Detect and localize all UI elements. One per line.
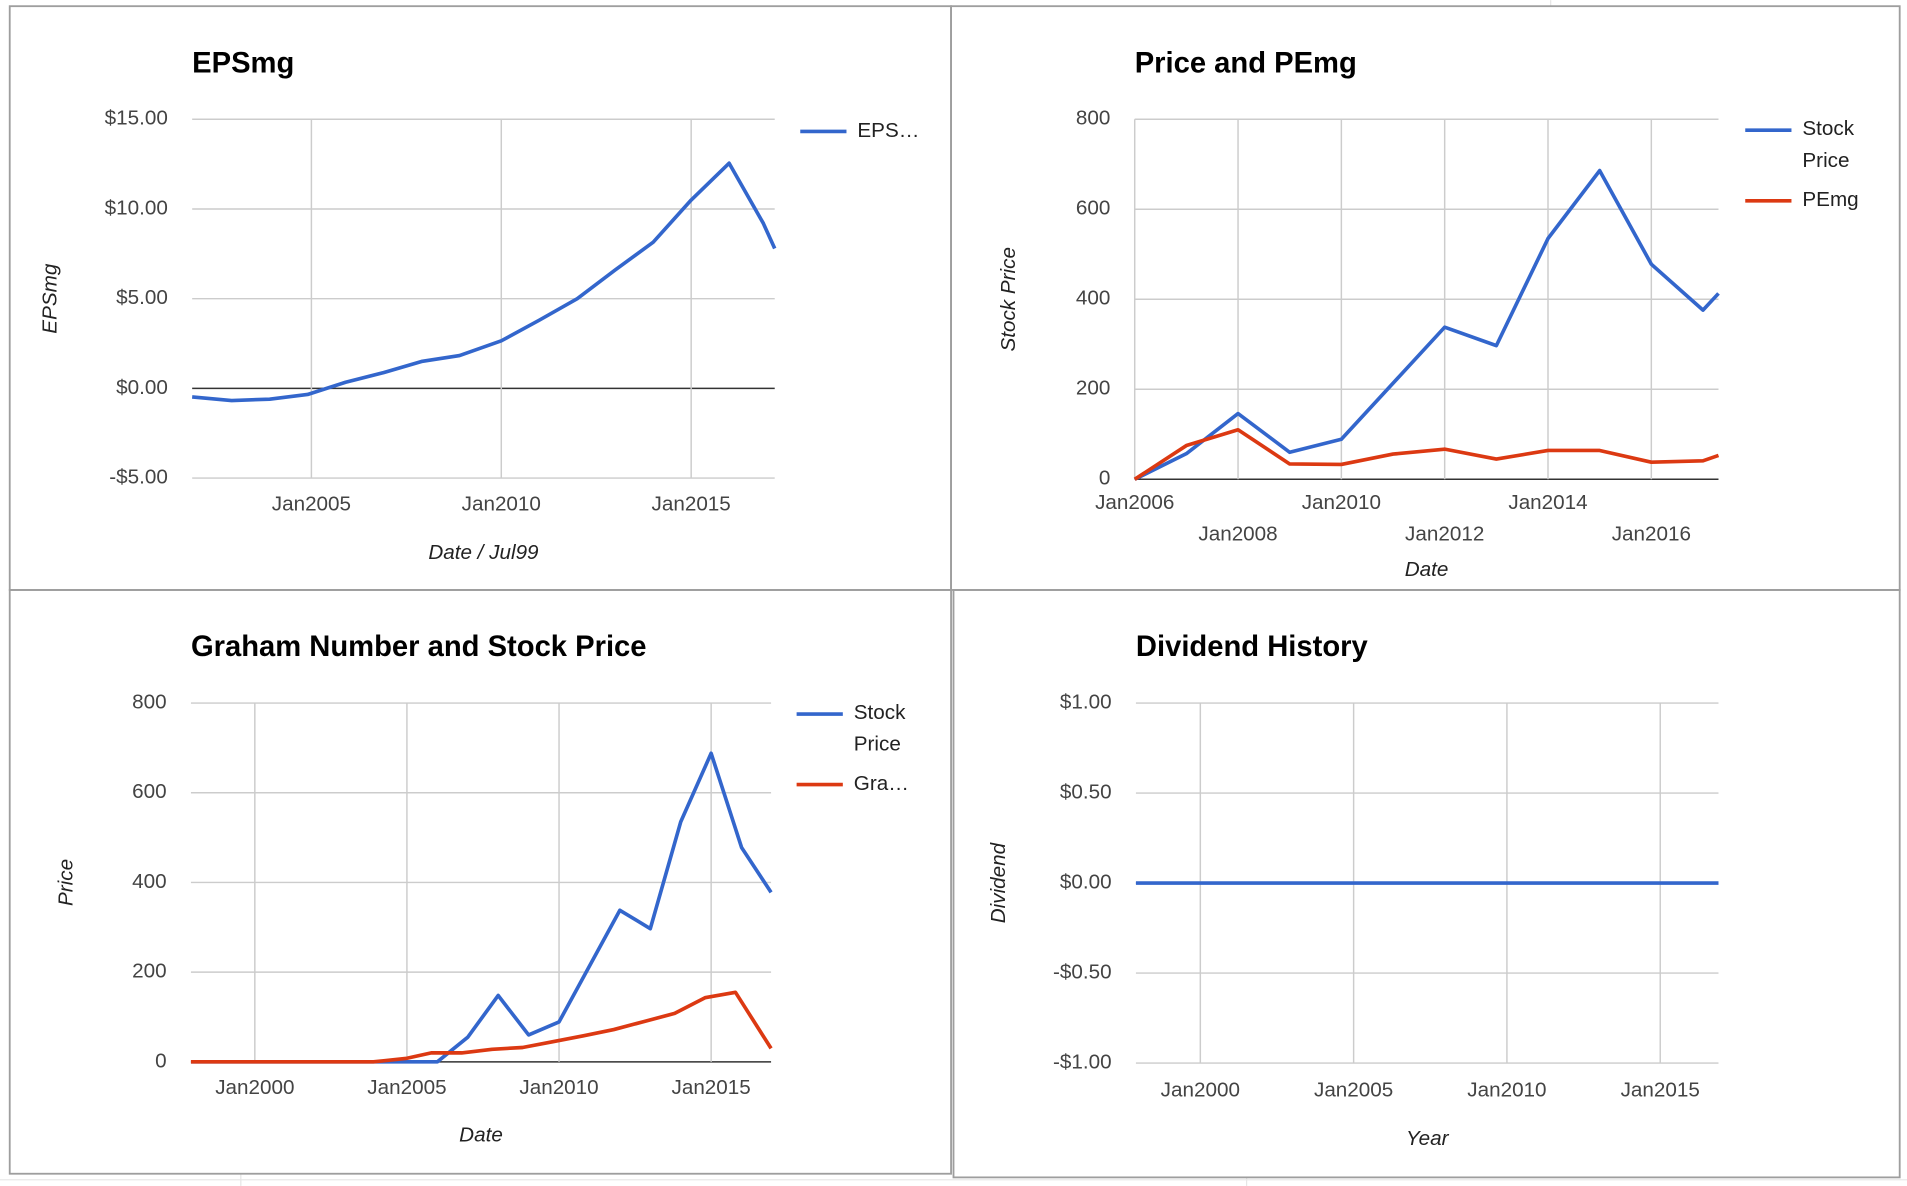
x-tick-label: Jan2014 <box>1508 491 1587 514</box>
legend-label: Stock Price <box>854 701 911 756</box>
x-tick-label: Jan2000 <box>215 1076 294 1099</box>
y-axis-title: Price <box>54 859 77 906</box>
y-tick-label: 400 <box>132 870 166 893</box>
y-tick-label: $10.00 <box>105 196 168 219</box>
x-tick-label: Jan2010 <box>1467 1078 1546 1101</box>
series-line <box>1133 427 1720 481</box>
y-tick-label: 400 <box>1076 287 1110 310</box>
y-tick-label: $1.00 <box>1060 691 1112 714</box>
y-tick-label: $15.00 <box>105 107 168 130</box>
legend-label: PEmg <box>1802 188 1858 211</box>
chart-panel: Graham Number and Stock Price Date Price 0 2… <box>54 631 911 1146</box>
x-tick-label: Jan2015 <box>672 1076 751 1099</box>
legend-label: EPS… <box>857 119 919 142</box>
series-line <box>1133 168 1720 481</box>
legend-label: Stock Price <box>1802 118 1859 173</box>
x-tick-label: Jan2008 <box>1198 523 1277 546</box>
y-axis-title: EPSmg <box>39 263 62 334</box>
series-line <box>190 990 773 1064</box>
chart-title: Price and PEmg <box>1135 47 1357 79</box>
y-axis-title: Stock Price <box>997 247 1020 351</box>
y-tick-label: 600 <box>1076 197 1110 220</box>
x-tick-label: Jan2006 <box>1095 491 1174 514</box>
x-tick-label: Jan2015 <box>1621 1078 1700 1101</box>
y-tick-label: 800 <box>132 691 166 714</box>
x-tick-label: Jan2005 <box>272 492 351 515</box>
legend-label: Gra… <box>854 772 909 795</box>
y-tick-label: 600 <box>132 780 166 803</box>
y-tick-label: $5.00 <box>116 286 168 309</box>
y-tick-label: 0 <box>155 1049 167 1072</box>
x-axis-title: Date / Jul99 <box>428 541 539 564</box>
y-tick-label: -$0.50 <box>1053 961 1112 984</box>
chart-title: Graham Number and Stock Price <box>191 631 647 663</box>
y-tick-label: 800 <box>1076 107 1110 130</box>
y-tick-label: 200 <box>1076 377 1110 400</box>
chart-panel: Dividend History Year Dividend -$1.00 -$0.50… <box>987 631 1719 1150</box>
x-tick-label: Jan2005 <box>1314 1078 1393 1101</box>
x-axis-title: Date <box>459 1123 503 1146</box>
series-line <box>190 751 773 1064</box>
x-tick-label: Jan2015 <box>652 492 731 515</box>
x-tick-label: Jan2000 <box>1161 1078 1240 1101</box>
x-tick-label: Jan2010 <box>462 492 541 515</box>
chart-panel: EPSmg Date / Jul99 EPSmg -$5.00 $0.00 $5.00 $1… <box>39 47 920 564</box>
x-tick-label: Jan2016 <box>1612 523 1691 546</box>
y-tick-label: 0 <box>1099 467 1111 490</box>
chart-panel: Price and PEmg Date Stock Price 0 200 400 600 8… <box>997 47 1860 581</box>
y-tick-label: $0.50 <box>1060 781 1112 804</box>
y-tick-label: -$5.00 <box>109 466 168 489</box>
y-tick-label: $0.00 <box>116 376 168 399</box>
y-tick-label: $0.00 <box>1060 871 1112 894</box>
x-axis-title: Date <box>1405 558 1449 581</box>
panel-borders <box>8 5 1901 1179</box>
x-tick-label: Jan2012 <box>1405 523 1484 546</box>
x-tick-label: Jan2010 <box>519 1076 598 1099</box>
y-tick-label: -$1.00 <box>1053 1051 1112 1074</box>
y-axis-title: Dividend <box>987 841 1010 923</box>
chart-title: Dividend History <box>1136 631 1369 663</box>
chart-title: EPSmg <box>192 47 294 79</box>
x-tick-label: Jan2010 <box>1302 491 1381 514</box>
series-line <box>191 161 777 403</box>
x-axis-title: Year <box>1406 1127 1450 1150</box>
x-tick-label: Jan2005 <box>367 1076 446 1099</box>
y-tick-label: 200 <box>132 960 166 983</box>
